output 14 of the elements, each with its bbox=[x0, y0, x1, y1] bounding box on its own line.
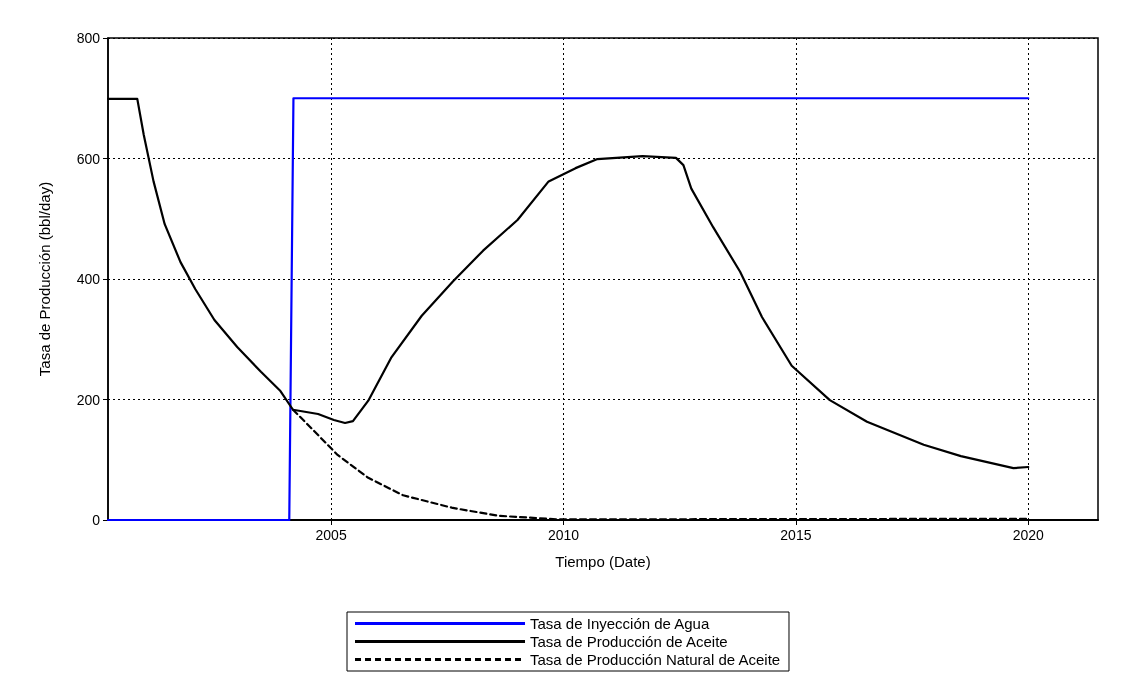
x-tick-label: 2010 bbox=[547, 527, 580, 543]
legend-label: Tasa de Producción de Aceite bbox=[530, 633, 728, 650]
y-tick-label: 600 bbox=[76, 150, 101, 167]
x-axis-title: Tiempo (Date) bbox=[555, 553, 651, 570]
y-axis-title: Tasa de Producción (bbl/day) bbox=[36, 181, 53, 377]
x-tick-label: 2015 bbox=[780, 527, 812, 543]
legend-label: Tasa de Inyección de Agua bbox=[530, 615, 710, 632]
y-tick-label: 200 bbox=[76, 391, 101, 408]
y-tick-label: 0 bbox=[92, 512, 101, 528]
y-tick-label: 400 bbox=[76, 271, 101, 287]
legend-label: Tasa de Producción Natural de Aceite bbox=[530, 651, 781, 668]
x-tick-label: 2020 bbox=[1012, 527, 1045, 543]
x-tick-label: 2005 bbox=[315, 527, 347, 543]
y-tick-label: 800 bbox=[76, 30, 101, 46]
